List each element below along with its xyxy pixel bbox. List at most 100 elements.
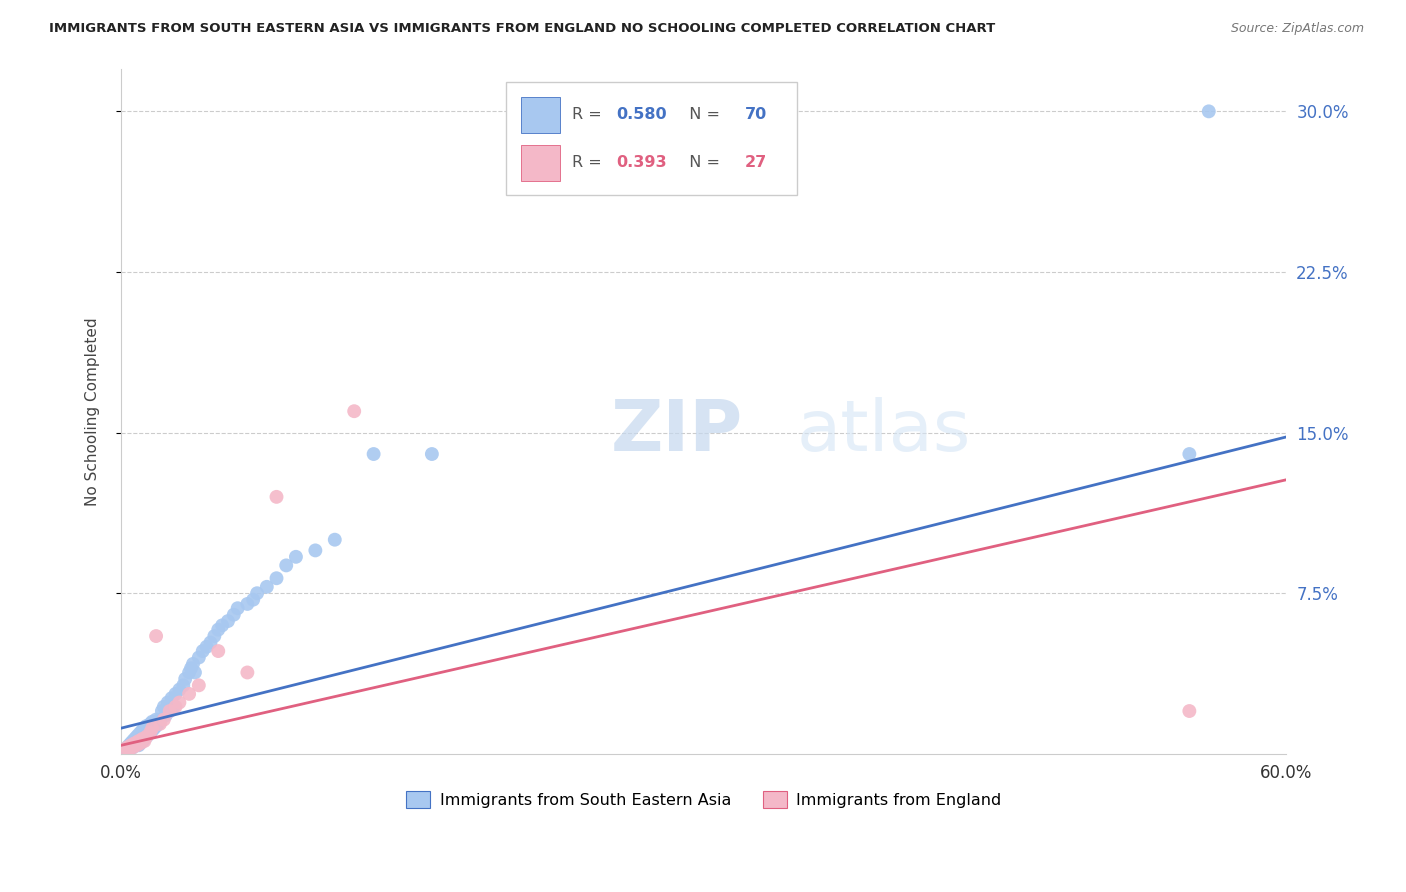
Point bbox=[266, 571, 288, 585]
Point bbox=[136, 728, 159, 742]
Point bbox=[162, 699, 184, 714]
Text: R =: R = bbox=[572, 107, 607, 122]
Text: 27: 27 bbox=[745, 155, 766, 170]
Point bbox=[114, 742, 136, 756]
Point bbox=[146, 717, 169, 731]
Point bbox=[131, 723, 153, 738]
Y-axis label: No Schooling Completed: No Schooling Completed bbox=[86, 317, 100, 506]
Point bbox=[118, 742, 141, 756]
Point bbox=[159, 704, 181, 718]
Point bbox=[135, 730, 157, 744]
Point bbox=[135, 730, 157, 744]
Text: 0.580: 0.580 bbox=[616, 107, 666, 122]
Point bbox=[120, 740, 142, 755]
Point bbox=[121, 740, 143, 755]
Point bbox=[128, 734, 150, 748]
Point bbox=[141, 723, 163, 738]
Point bbox=[141, 721, 163, 735]
Point bbox=[184, 665, 207, 680]
FancyBboxPatch shape bbox=[520, 97, 561, 133]
Point bbox=[256, 580, 278, 594]
Point bbox=[169, 682, 191, 697]
FancyBboxPatch shape bbox=[506, 82, 797, 195]
Point bbox=[323, 533, 346, 547]
Point bbox=[169, 696, 191, 710]
Point bbox=[153, 699, 176, 714]
Point bbox=[174, 672, 197, 686]
Point bbox=[128, 739, 150, 753]
Point bbox=[246, 586, 269, 600]
Point bbox=[121, 734, 143, 748]
Point bbox=[149, 713, 172, 727]
Point bbox=[160, 691, 183, 706]
Point bbox=[207, 644, 229, 658]
Point bbox=[145, 713, 167, 727]
Point bbox=[134, 734, 156, 748]
Point bbox=[145, 719, 167, 733]
Point bbox=[179, 665, 201, 680]
Point bbox=[187, 678, 209, 692]
Point bbox=[284, 549, 307, 564]
Point bbox=[236, 665, 259, 680]
Point bbox=[139, 717, 162, 731]
Text: ZIP: ZIP bbox=[610, 397, 742, 467]
Text: 70: 70 bbox=[745, 107, 766, 122]
Point bbox=[1178, 447, 1201, 461]
Point bbox=[139, 725, 162, 739]
Point bbox=[236, 597, 259, 611]
Point bbox=[156, 696, 179, 710]
Text: N =: N = bbox=[679, 155, 725, 170]
Point bbox=[145, 629, 167, 643]
Point bbox=[181, 657, 204, 671]
Point bbox=[159, 704, 181, 718]
Point bbox=[124, 731, 146, 746]
Point bbox=[135, 719, 157, 733]
Text: R =: R = bbox=[572, 155, 607, 170]
Point bbox=[124, 739, 146, 753]
Point bbox=[179, 687, 201, 701]
Point bbox=[1198, 104, 1220, 119]
Point bbox=[191, 644, 214, 658]
Point bbox=[125, 736, 148, 750]
Text: atlas: atlas bbox=[797, 397, 972, 467]
Point bbox=[114, 742, 136, 756]
Point bbox=[129, 736, 152, 750]
Point bbox=[143, 721, 166, 735]
Point bbox=[129, 736, 152, 750]
Text: IMMIGRANTS FROM SOUTH EASTERN ASIA VS IMMIGRANTS FROM ENGLAND NO SCHOOLING COMPL: IMMIGRANTS FROM SOUTH EASTERN ASIA VS IM… bbox=[49, 22, 995, 36]
Point bbox=[195, 640, 218, 654]
Point bbox=[129, 725, 152, 739]
Point bbox=[121, 740, 143, 755]
Point bbox=[120, 736, 142, 750]
Point bbox=[202, 629, 225, 643]
Point bbox=[124, 736, 146, 750]
Point bbox=[115, 740, 138, 755]
Text: Source: ZipAtlas.com: Source: ZipAtlas.com bbox=[1230, 22, 1364, 36]
Point bbox=[134, 721, 156, 735]
Point bbox=[141, 714, 163, 729]
Point bbox=[242, 592, 264, 607]
Point bbox=[420, 447, 443, 461]
Point bbox=[115, 740, 138, 755]
Point bbox=[134, 731, 156, 746]
Point bbox=[363, 447, 385, 461]
Text: N =: N = bbox=[679, 107, 725, 122]
Point bbox=[128, 728, 150, 742]
Point bbox=[153, 713, 176, 727]
Point bbox=[304, 543, 326, 558]
Point bbox=[118, 742, 141, 756]
Point bbox=[150, 704, 173, 718]
Point bbox=[172, 678, 194, 692]
Point bbox=[125, 730, 148, 744]
Text: 0.393: 0.393 bbox=[616, 155, 666, 170]
Point bbox=[226, 601, 249, 615]
Point bbox=[343, 404, 366, 418]
Point bbox=[118, 739, 141, 753]
Point bbox=[131, 731, 153, 746]
Legend: Immigrants from South Eastern Asia, Immigrants from England: Immigrants from South Eastern Asia, Immi… bbox=[399, 785, 1008, 814]
Point bbox=[266, 490, 288, 504]
Point bbox=[207, 623, 229, 637]
Point bbox=[131, 734, 153, 748]
Point bbox=[165, 687, 187, 701]
Point bbox=[165, 699, 187, 714]
